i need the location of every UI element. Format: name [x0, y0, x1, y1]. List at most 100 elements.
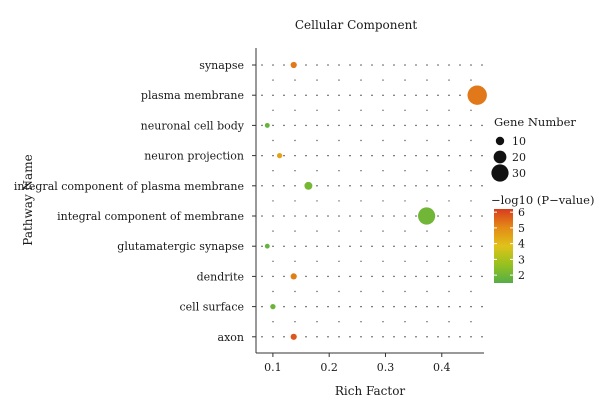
grid-dot	[338, 170, 340, 172]
grid-dot	[349, 215, 351, 217]
grid-dot	[338, 79, 340, 81]
grid-dot	[448, 260, 450, 262]
grid-dot	[261, 245, 263, 247]
grid-dot	[437, 185, 439, 187]
data-points	[264, 61, 487, 340]
grid-dot	[481, 336, 483, 338]
grid-dot	[426, 275, 428, 278]
grid-dot	[305, 275, 307, 278]
grid-dot	[426, 200, 428, 202]
data-point	[264, 122, 270, 128]
grid-dot	[360, 170, 362, 172]
grid-dot	[404, 64, 406, 66]
grid-dot	[382, 336, 384, 338]
grid-dot	[294, 124, 296, 127]
grid-dot	[338, 64, 340, 66]
grid-dot	[481, 305, 483, 308]
grid-dot	[283, 64, 285, 66]
chart-title: Cellular Component	[295, 18, 417, 32]
grid-dot	[448, 290, 450, 293]
grid-dot	[481, 185, 483, 187]
grid-dot	[294, 139, 296, 142]
grid-dot	[459, 336, 461, 338]
grid-dot	[316, 230, 318, 232]
grid-dot	[459, 305, 461, 308]
grid-dot	[316, 154, 318, 157]
grid-dot	[426, 185, 428, 187]
grid-dot	[338, 215, 340, 217]
grid-dot	[272, 290, 274, 293]
grid-dot	[316, 215, 318, 217]
grid-dot	[470, 124, 472, 127]
grid-dot	[360, 305, 362, 308]
grid-dot	[371, 94, 373, 96]
grid-dot	[404, 170, 406, 172]
grid-dot	[448, 94, 450, 96]
grid-dot	[426, 245, 428, 247]
grid-dot	[393, 215, 395, 217]
grid-dot	[459, 64, 461, 66]
grid-dot	[393, 124, 395, 127]
grid-dot	[349, 245, 351, 247]
grid-dot	[294, 290, 296, 293]
grid-dot	[327, 185, 329, 187]
grid-dot	[316, 305, 318, 308]
x-tick-label: 0.1	[264, 361, 282, 374]
grid-dot	[338, 109, 340, 112]
grid-dot	[272, 321, 274, 323]
grid-dot	[294, 215, 296, 217]
grid-dot	[261, 154, 263, 157]
grid-dot	[338, 260, 340, 262]
grid-dot	[382, 79, 384, 81]
grid-dot	[426, 64, 428, 66]
grid-dot	[371, 305, 373, 308]
grid-dot	[360, 321, 362, 323]
grid-dot	[382, 305, 384, 308]
grid-dot	[448, 154, 450, 157]
grid-dot	[316, 170, 318, 172]
grid-dot	[437, 154, 439, 157]
grid-dot	[437, 336, 439, 338]
data-point	[304, 181, 313, 190]
grid-dot	[272, 200, 274, 202]
colorbar-tick-label: 3	[518, 253, 525, 266]
grid-dot	[283, 154, 285, 157]
grid-dot	[272, 260, 274, 262]
color-legend: −log10 (P−value) 2 3 4 5 6	[491, 193, 594, 283]
grid-dot	[338, 336, 340, 338]
grid-dot	[338, 200, 340, 202]
grid-dot	[426, 230, 428, 232]
grid-dot	[415, 94, 417, 96]
grid-dot	[338, 321, 340, 323]
grid-dot	[426, 109, 428, 112]
grid-dot	[470, 154, 472, 157]
grid-dot	[470, 109, 472, 112]
size-legend-title: Gene Number	[494, 115, 576, 129]
grid-dot	[404, 245, 406, 247]
grid-dot	[327, 215, 329, 217]
grid-dot	[294, 305, 296, 308]
data-point	[276, 152, 283, 159]
grid-dot	[382, 245, 384, 247]
grid-dot	[382, 139, 384, 142]
grid-dot	[470, 139, 472, 142]
grid-dot	[272, 336, 274, 338]
grid-dot	[338, 139, 340, 142]
grid-dot	[481, 275, 483, 278]
grid-dot	[283, 124, 285, 127]
grid-dot	[349, 275, 351, 278]
grid-dot	[448, 124, 450, 127]
grid-dot	[393, 336, 395, 338]
grid-dot	[272, 124, 274, 127]
grid-dot	[404, 139, 406, 142]
grid-dot	[349, 94, 351, 96]
grid-dot	[305, 94, 307, 96]
grid-dot	[360, 200, 362, 202]
grid-dot	[283, 336, 285, 338]
grid-dot	[283, 275, 285, 278]
grid-dot	[316, 139, 318, 142]
grid-dot	[360, 124, 362, 127]
grid-dot	[338, 290, 340, 293]
grid-dot	[371, 336, 373, 338]
grid-dot	[316, 109, 318, 112]
